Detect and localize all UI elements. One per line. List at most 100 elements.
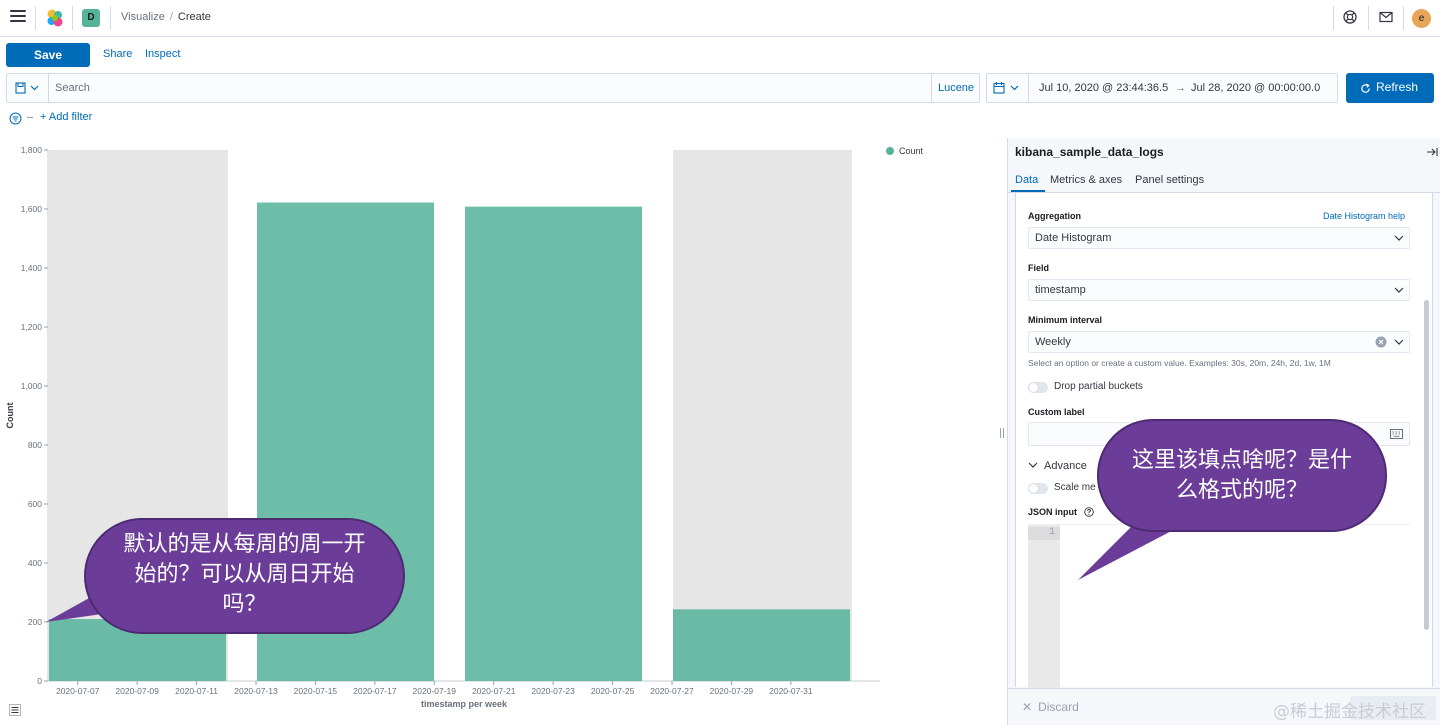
y-axis-title: Count bbox=[5, 403, 15, 429]
legend-toggle-icon[interactable] bbox=[9, 704, 21, 716]
advanced-label: Advance bbox=[1044, 460, 1087, 472]
date-picker: Jul 10, 2020 @ 23:44:36.5 → Jul 28, 2020… bbox=[986, 73, 1338, 103]
breadcrumb-create: Create bbox=[177, 11, 211, 23]
inspect-link[interactable]: Inspect bbox=[145, 48, 181, 60]
space-avatar[interactable]: D bbox=[82, 9, 100, 27]
close-icon: ✕ bbox=[1022, 700, 1033, 714]
annotation-text: 这里该填点啥呢？是什 bbox=[1131, 448, 1352, 473]
add-filter-button[interactable]: + Add filter bbox=[40, 111, 93, 123]
x-tick-label: 2020-07-07 bbox=[56, 686, 100, 696]
bar-chart: 0 200 400 600 800 1,000 1,200 1,400 1,600 1,800 20… bbox=[5, 145, 880, 709]
divider bbox=[1368, 6, 1369, 30]
annotation-bubble-right: 这里该填点啥呢？是什 么格式的呢？ bbox=[1097, 419, 1387, 532]
watermark: @稀土掘金技术社区 bbox=[1273, 702, 1426, 722]
chevron-down-icon bbox=[1394, 235, 1404, 241]
refresh-button[interactable]: Refresh bbox=[1346, 73, 1434, 103]
tab-metrics-axes[interactable]: Metrics & axes bbox=[1050, 174, 1123, 186]
query-language-button[interactable]: Lucene bbox=[931, 74, 980, 102]
advanced-toggle[interactable]: Advance bbox=[1028, 460, 1087, 472]
save-button[interactable]: Save bbox=[6, 43, 90, 67]
refresh-icon bbox=[1361, 83, 1370, 93]
drop-partial-buckets-label: Drop partial buckets bbox=[1054, 381, 1143, 392]
json-input-editor[interactable]: 1 bbox=[1028, 524, 1410, 688]
calendar-chevron-icon bbox=[993, 82, 1019, 94]
save-disk-chevron-icon bbox=[15, 82, 39, 94]
bar bbox=[673, 609, 850, 681]
field-value: timestamp bbox=[1035, 284, 1086, 296]
quick-select-button[interactable] bbox=[987, 74, 1029, 102]
scale-metric-label: Scale me bbox=[1054, 482, 1096, 493]
partial-bucket-area bbox=[673, 150, 852, 681]
arrow-right-icon: → bbox=[1175, 82, 1186, 94]
x-tick-label: 2020-07-23 bbox=[531, 686, 575, 696]
y-tick-label: 800 bbox=[28, 440, 42, 450]
annotation-text: 么格式的呢？ bbox=[1175, 478, 1308, 503]
scale-metric-switch[interactable] bbox=[1028, 483, 1048, 494]
divider bbox=[110, 6, 111, 30]
top-header: D Visualize / Create e bbox=[0, 0, 1440, 37]
aggregation-value: Date Histogram bbox=[1035, 232, 1112, 244]
annotation-bubble-left: 默认的是从每周的周一开 始的？可以从周日开始 吗？ bbox=[84, 518, 405, 634]
editor-gutter: 1 bbox=[1028, 525, 1060, 688]
panel-resize-handle[interactable] bbox=[1000, 425, 1006, 438]
help-lifebuoy-icon[interactable] bbox=[1341, 8, 1359, 26]
divider bbox=[35, 6, 36, 30]
y-tick-label: 1,200 bbox=[21, 322, 43, 332]
y-tick-label: 1,400 bbox=[21, 263, 43, 273]
editor-footer: ✕ Discard bbox=[1008, 688, 1440, 725]
breadcrumb-visualize[interactable]: Visualize bbox=[121, 11, 165, 23]
newsfeed-mail-icon[interactable] bbox=[1377, 8, 1395, 26]
date-end[interactable]: Jul 28, 2020 @ 00:00:00.0 bbox=[1191, 82, 1321, 94]
speech-bubble-tail-right bbox=[1078, 522, 1181, 580]
share-link[interactable]: Share bbox=[103, 48, 133, 60]
keyboard-icon bbox=[1390, 429, 1403, 439]
search-input[interactable] bbox=[55, 74, 925, 102]
user-avatar[interactable]: e bbox=[1412, 9, 1431, 28]
interval-combobox[interactable]: Weekly bbox=[1028, 331, 1410, 353]
y-tick-label: 400 bbox=[28, 558, 42, 568]
clear-icon[interactable] bbox=[1375, 336, 1387, 348]
collapse-sidebar-icon[interactable] bbox=[1426, 146, 1438, 158]
date-start[interactable]: Jul 10, 2020 @ 23:44:36.5 bbox=[1039, 82, 1169, 94]
discard-button[interactable]: ✕ Discard bbox=[1022, 700, 1079, 714]
x-tick-label: 2020-07-17 bbox=[353, 686, 397, 696]
line-number: 1 bbox=[1028, 527, 1060, 540]
legend-item-count[interactable]: Count bbox=[886, 146, 923, 156]
filter-options-icon[interactable] bbox=[9, 112, 22, 125]
x-tick-label: 2020-07-21 bbox=[472, 686, 516, 696]
drop-partial-buckets-switch[interactable] bbox=[1028, 382, 1048, 393]
divider bbox=[72, 6, 73, 30]
x-tick-label: 2020-07-25 bbox=[591, 686, 635, 696]
update-button[interactable] bbox=[1350, 696, 1436, 720]
interval-value: Weekly bbox=[1035, 336, 1071, 348]
x-tick-label: 2020-07-29 bbox=[710, 686, 754, 696]
interval-help-text: Select an option or create a custom valu… bbox=[1028, 358, 1331, 368]
breadcrumb-separator: / bbox=[169, 11, 173, 23]
y-tick-label: 1,600 bbox=[21, 204, 43, 214]
x-tick-label: 2020-07-19 bbox=[413, 686, 457, 696]
tab-data[interactable]: Data bbox=[1015, 174, 1039, 186]
saved-query-button[interactable] bbox=[7, 74, 49, 102]
query-bar: Lucene bbox=[6, 73, 980, 103]
y-tick-label: 200 bbox=[28, 617, 42, 627]
x-tick-label: 2020-07-11 bbox=[175, 686, 218, 696]
aggregation-label: Aggregation bbox=[1028, 211, 1081, 221]
legend-color-dot bbox=[886, 147, 894, 155]
aggregation-select[interactable]: Date Histogram bbox=[1028, 227, 1410, 249]
scrollbar[interactable] bbox=[1424, 300, 1429, 630]
annotation-text: 始的？可以从周日开始 bbox=[134, 562, 355, 587]
divider bbox=[27, 117, 33, 118]
field-label: Field bbox=[1028, 263, 1050, 273]
json-input-label: JSON input bbox=[1028, 507, 1094, 517]
x-tick-label: 2020-07-31 bbox=[769, 686, 813, 696]
hamburger-menu-icon[interactable] bbox=[10, 10, 26, 24]
index-pattern-title: kibana_sample_data_logs bbox=[1015, 145, 1164, 159]
elastic-logo-icon bbox=[47, 9, 63, 27]
chevron-down-icon bbox=[1394, 339, 1404, 345]
date-histogram-help-link[interactable]: Date Histogram help bbox=[1323, 211, 1406, 221]
field-select[interactable]: timestamp bbox=[1028, 279, 1410, 301]
discard-label: Discard bbox=[1038, 700, 1079, 714]
question-icon[interactable] bbox=[1083, 507, 1094, 517]
tab-panel-settings[interactable]: Panel settings bbox=[1135, 174, 1205, 186]
divider bbox=[1008, 192, 1440, 193]
